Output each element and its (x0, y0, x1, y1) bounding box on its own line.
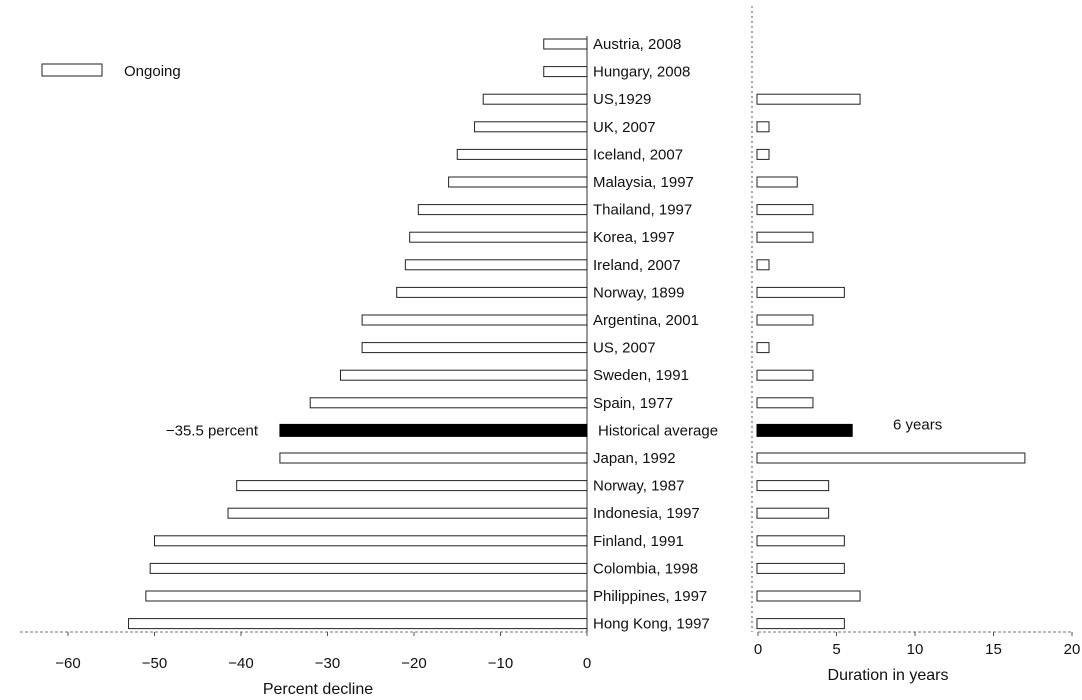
right-bar (756, 121, 770, 133)
right-bar (756, 397, 814, 409)
right-bar (756, 562, 845, 574)
category-label: Philippines, 1997 (593, 588, 707, 605)
left-bar (417, 204, 588, 216)
left-bar (404, 259, 588, 271)
category-label: Norway, 1899 (593, 284, 684, 301)
right-bar (756, 618, 845, 630)
legend: Ongoing (41, 63, 181, 80)
right-tick-label: 5 (832, 641, 840, 658)
left-bar (396, 286, 588, 298)
category-label: Iceland, 2007 (593, 146, 683, 163)
category-label: Argentina, 2001 (593, 312, 699, 329)
left-bar (279, 452, 588, 464)
right-tick-label: 20 (1064, 641, 1081, 658)
left-x-axis-title: Percent decline (263, 681, 373, 698)
category-label: Thailand, 1997 (593, 202, 692, 219)
category-label: Hong Kong, 1997 (593, 616, 710, 633)
left-bar (339, 369, 588, 381)
category-label: Historical average (598, 422, 718, 439)
category-label: Austria, 2008 (593, 36, 681, 53)
left-bar (409, 231, 588, 243)
category-label: Korea, 1997 (593, 229, 675, 246)
right-annotation: 6 years (893, 416, 942, 433)
left-bar (361, 314, 588, 326)
category-label: Indonesia, 1997 (593, 505, 700, 522)
right-bar (756, 480, 830, 492)
left-bar (543, 38, 588, 50)
legend-label: Ongoing (124, 63, 181, 80)
legend-swatch (41, 63, 103, 77)
left-bar (236, 480, 588, 492)
right-tick-label: 10 (907, 641, 924, 658)
category-label: Spain, 1977 (593, 395, 673, 412)
left-bar-historical-average (279, 423, 588, 437)
right-bar (756, 342, 770, 354)
right-bar (756, 369, 814, 381)
right-bar (756, 176, 798, 188)
left-tick-label: −20 (401, 655, 426, 672)
right-bar (756, 590, 861, 602)
left-bar (448, 176, 588, 188)
right-bar (756, 148, 770, 160)
left-tick-label: −50 (142, 655, 167, 672)
category-label: Japan, 1992 (593, 450, 676, 467)
left-tick-label: −40 (228, 655, 253, 672)
right-bar (756, 259, 770, 271)
left-bar (474, 121, 588, 133)
right-bar (756, 93, 861, 105)
left-bar (128, 618, 588, 630)
right-bar (756, 314, 814, 326)
right-bar (756, 231, 814, 243)
right-x-axis-title: Duration in years (828, 667, 949, 684)
left-bar (309, 397, 588, 409)
left-bar (543, 66, 588, 78)
duration-panel: 0 5 10 15 20 Duration in years 6 years (751, 6, 1081, 684)
right-bar (756, 507, 830, 519)
category-label: Malaysia, 1997 (593, 174, 694, 191)
left-bar (227, 507, 588, 519)
category-label: Finland, 1991 (593, 533, 684, 550)
right-bar (756, 452, 1026, 464)
percent-decline-panel: −60 −50 −40 −30 −20 −10 0 Percent decline −35.5 … (20, 36, 591, 698)
category-label: Colombia, 1998 (593, 560, 698, 577)
left-bar (456, 148, 588, 160)
category-label: UK, 2007 (593, 119, 656, 136)
left-bar (154, 535, 588, 547)
category-labels: Austria, 2008 Hungary, 2008 US,1929 UK, 200… (593, 36, 718, 633)
left-bar (149, 562, 588, 574)
right-tick-label: 0 (754, 641, 762, 658)
left-bar (482, 93, 588, 105)
left-tick-label: −10 (488, 655, 513, 672)
category-label: US, 2007 (593, 340, 656, 357)
category-label: US,1929 (593, 91, 651, 108)
left-annotation: −35.5 percent (166, 422, 259, 439)
right-bar (756, 204, 814, 216)
right-tick-label: 15 (985, 641, 1002, 658)
category-label: Hungary, 2008 (593, 64, 690, 81)
left-tick-label: −30 (315, 655, 340, 672)
right-bar (756, 286, 845, 298)
category-label: Norway, 1987 (593, 478, 684, 495)
left-bar (145, 590, 588, 602)
left-tick-label: −60 (55, 655, 80, 672)
category-label: Ireland, 2007 (593, 257, 681, 274)
left-tick-label: 0 (583, 655, 591, 672)
right-bar-historical-average (756, 423, 853, 437)
right-bar (756, 535, 845, 547)
left-bar (361, 342, 588, 354)
category-label: Sweden, 1991 (593, 367, 689, 384)
